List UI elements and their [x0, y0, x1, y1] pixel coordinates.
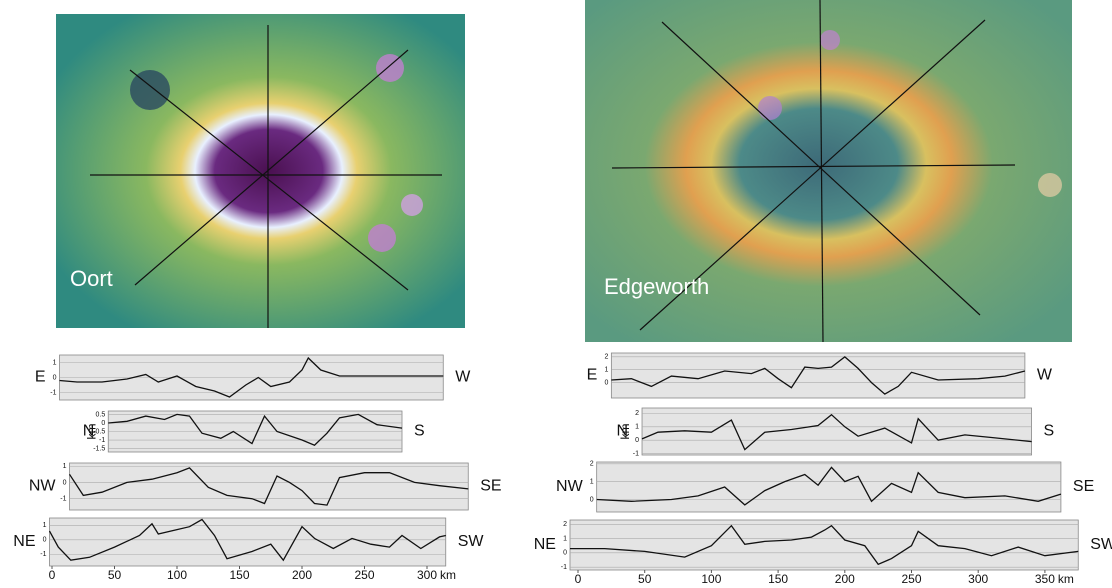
y-tick-label: -1.5 — [93, 445, 105, 452]
y-tick-label: 1 — [63, 463, 67, 470]
y-tick-label: 1 — [563, 535, 567, 542]
y-tick-label: 2 — [635, 410, 639, 417]
y-tick-label: 2 — [590, 461, 594, 468]
x-tick-label: 150 — [229, 568, 249, 582]
y-tick-label: 2 — [563, 521, 567, 528]
image-label: Edgeworth — [604, 274, 709, 299]
end-label: SE — [1073, 478, 1094, 495]
plot-area — [597, 462, 1061, 512]
y-tick-label: 0.5 — [96, 411, 106, 418]
plot-area — [570, 520, 1078, 570]
x-tick-label: 100 — [701, 572, 721, 586]
oort-image: Oort — [56, 14, 465, 328]
y-tick-label: 0 — [635, 437, 639, 444]
y-tick-label: 1 — [590, 478, 594, 485]
y-tick-label: -1 — [633, 451, 639, 458]
y-tick-label: 1 — [53, 359, 57, 366]
x-tick-label: 100 — [167, 568, 187, 582]
end-label: SE — [480, 478, 501, 495]
x-tick-label: 200 — [835, 572, 855, 586]
x-tick-label: 50 — [108, 568, 122, 582]
start-label: NE — [534, 536, 556, 553]
x-tick-label: 50 — [638, 572, 652, 586]
end-label: W — [455, 369, 471, 386]
x-tick-label: 300 — [968, 572, 988, 586]
y-tick-label: 0 — [43, 537, 47, 544]
figure: Oort Edgeworth 10-1EW0.50-0.5-1-1.5NSkm1… — [0, 0, 1112, 588]
x-tick-label: 200 — [292, 568, 312, 582]
x-unit: km — [1058, 572, 1074, 586]
y-tick-label: 0 — [563, 550, 567, 557]
y-tick-label: 2 — [604, 354, 608, 361]
end-label: SW — [1090, 536, 1112, 553]
y-tick-label: 0 — [63, 479, 67, 486]
start-label: E — [587, 367, 598, 384]
y-axis-label: km — [618, 424, 632, 440]
plot-area — [611, 353, 1025, 398]
end-label: S — [1044, 423, 1055, 440]
x-tick-label: 300 — [417, 568, 437, 582]
start-label: NW — [29, 478, 57, 495]
y-tick-label: 0 — [590, 496, 594, 503]
x-tick-label: 0 — [49, 568, 56, 582]
y-tick-label: 0 — [53, 374, 57, 381]
y-tick-label: -1 — [40, 551, 46, 558]
x-tick-label: 0 — [575, 572, 582, 586]
end-label: SW — [458, 533, 485, 550]
y-tick-label: 1 — [43, 522, 47, 529]
y-tick-label: 0 — [604, 379, 608, 386]
start-label: NW — [556, 478, 584, 495]
x-tick-label: 150 — [768, 572, 788, 586]
start-label: NE — [13, 533, 35, 550]
start-label: E — [35, 369, 46, 386]
x-tick-label: 250 — [354, 568, 374, 582]
y-tick-label: 1 — [604, 367, 608, 374]
y-tick-label: 0 — [101, 420, 105, 427]
y-tick-label: -1 — [99, 437, 105, 444]
y-tick-label: -1 — [50, 389, 56, 396]
end-label: W — [1037, 367, 1053, 384]
x-tick-label: 350 — [1035, 572, 1055, 586]
y-tick-label: -1 — [561, 564, 567, 571]
x-unit: km — [440, 568, 456, 582]
y-tick-label: -1 — [60, 495, 66, 502]
plot-area — [70, 463, 469, 510]
y-tick-label: 1 — [635, 424, 639, 431]
x-tick-label: 250 — [901, 572, 921, 586]
image-label: Oort — [70, 266, 113, 291]
y-axis-label: km — [84, 424, 98, 440]
end-label: S — [414, 423, 425, 440]
edgeworth-image: Edgeworth — [585, 0, 1072, 342]
